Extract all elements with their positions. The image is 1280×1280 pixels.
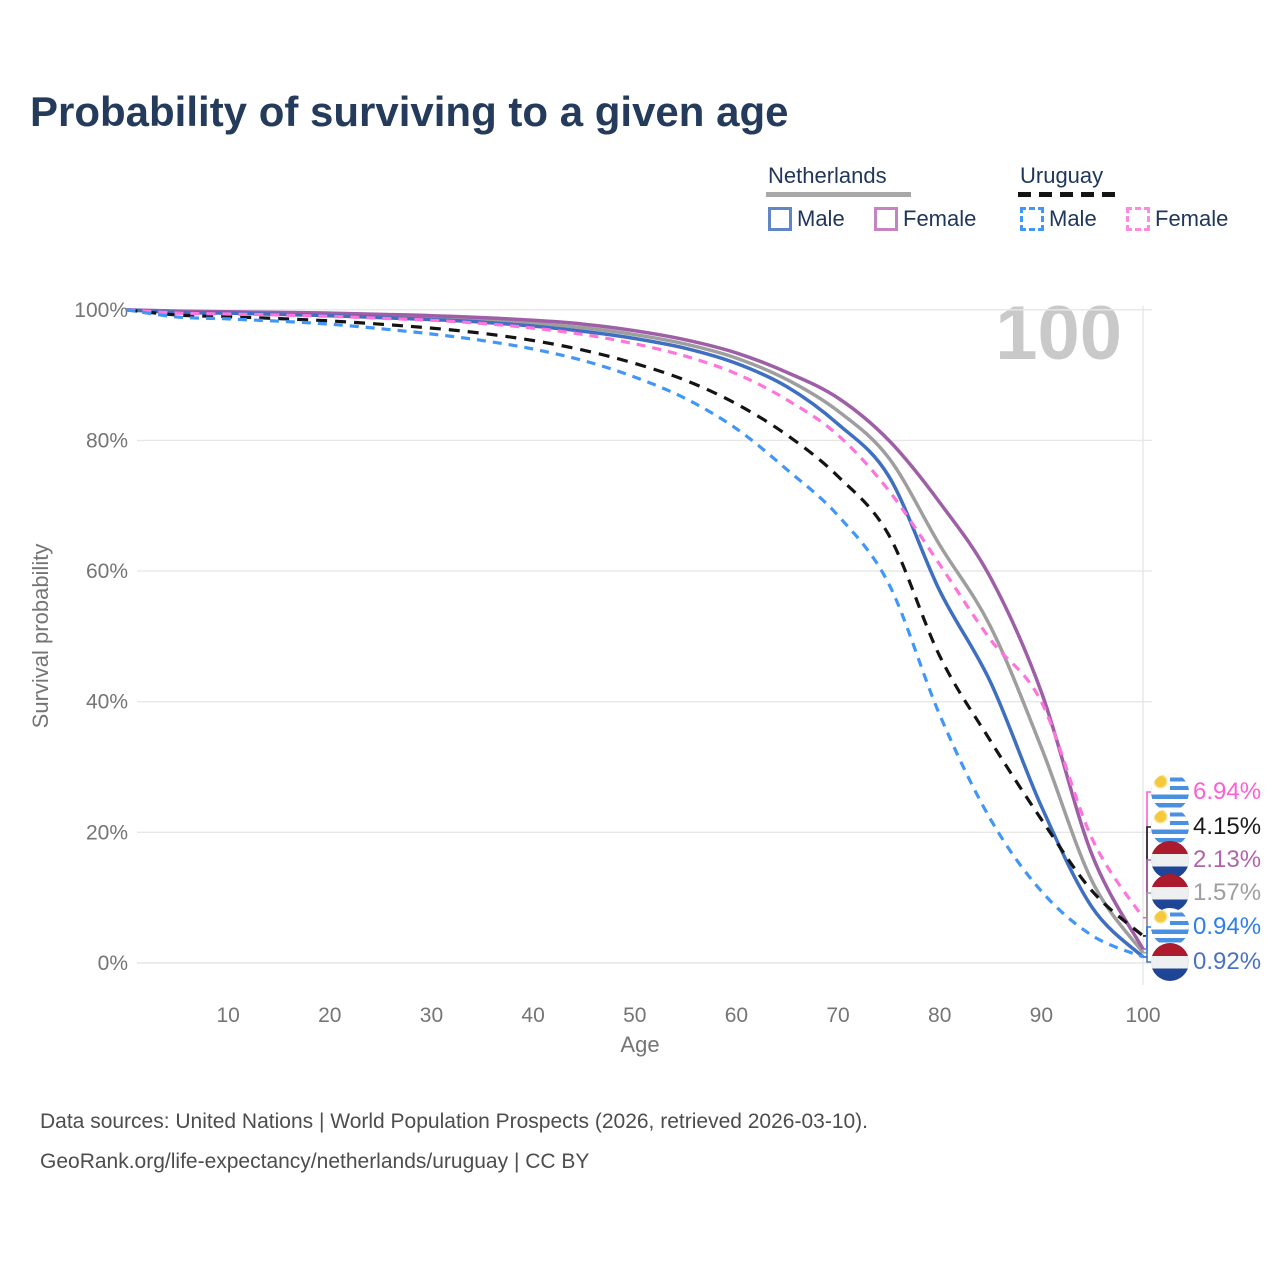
end-label-uruguay: 4.15% bbox=[1151, 808, 1261, 846]
legend-item-netherlands-male[interactable]: Male bbox=[768, 206, 845, 232]
end-label-value: 0.94% bbox=[1193, 913, 1262, 940]
x-tick-label: 60 bbox=[725, 1004, 748, 1027]
end-label-value: 4.15% bbox=[1193, 813, 1262, 840]
end-label-connector bbox=[1143, 892, 1151, 954]
netherlands-female-checkbox-icon[interactable] bbox=[874, 207, 898, 231]
x-tick-label: 90 bbox=[1030, 1004, 1053, 1027]
x-tick-label: 20 bbox=[318, 1004, 341, 1027]
data-source-line: Data sources: United Nations | World Pop… bbox=[40, 1110, 869, 1133]
x-tick-label: 50 bbox=[623, 1004, 646, 1027]
netherlands-flag-icon bbox=[1151, 943, 1189, 981]
x-tick-label: 80 bbox=[928, 1004, 951, 1027]
x-tick-label: 70 bbox=[826, 1004, 849, 1027]
y-tick-label: 100% bbox=[74, 299, 128, 322]
y-tick-label: 80% bbox=[86, 429, 128, 452]
legend-label: Female bbox=[903, 206, 977, 231]
uruguay-female-checkbox-icon[interactable] bbox=[1126, 207, 1150, 231]
legend-item-uruguay-male[interactable]: Male bbox=[1020, 206, 1097, 232]
legend-label: Male bbox=[797, 206, 845, 231]
x-axis-title: Age bbox=[620, 1032, 659, 1057]
netherlands-line-swatch bbox=[766, 192, 911, 197]
uruguay-line-swatch bbox=[1018, 192, 1120, 197]
y-axis-title: Survival probability bbox=[28, 544, 53, 729]
page-title: Probability of surviving to a given age bbox=[30, 88, 789, 135]
legend-group-uruguay: Uruguay bbox=[1020, 163, 1104, 188]
x-tick-label: 40 bbox=[521, 1004, 544, 1027]
y-tick-label: 20% bbox=[86, 821, 128, 844]
line-uruguay-male bbox=[126, 308, 1144, 959]
y-tick-label: 0% bbox=[98, 952, 128, 975]
end-label-netherlands-female: 2.13% bbox=[1151, 841, 1261, 879]
end-label-netherlands: 1.57% bbox=[1151, 874, 1261, 912]
legend-item-netherlands-female[interactable]: Female bbox=[874, 206, 976, 232]
line-netherlands bbox=[126, 308, 1145, 954]
line-uruguay bbox=[126, 308, 1145, 938]
uruguay-flag-icon bbox=[1151, 908, 1189, 946]
end-label-connector bbox=[1143, 956, 1151, 963]
x-tick-label: 10 bbox=[216, 1004, 239, 1027]
netherlands-male-checkbox-icon[interactable] bbox=[768, 207, 792, 231]
netherlands-flag-icon bbox=[1151, 874, 1189, 912]
legend-label: Male bbox=[1049, 206, 1097, 231]
end-label-uruguay-female: 6.94% bbox=[1151, 773, 1261, 811]
uruguay-male-checkbox-icon[interactable] bbox=[1020, 207, 1044, 231]
end-label-netherlands-male: 0.92% bbox=[1151, 943, 1261, 981]
line-netherlands-female bbox=[126, 308, 1145, 950]
line-uruguay-female bbox=[126, 308, 1145, 919]
end-label-value: 6.94% bbox=[1193, 778, 1262, 805]
attribution-line: GeoRank.org/life-expectancy/netherlands/… bbox=[40, 1150, 590, 1173]
end-label-value: 1.57% bbox=[1193, 879, 1262, 906]
end-label-value: 0.92% bbox=[1193, 948, 1262, 975]
end-label-value: 2.13% bbox=[1193, 846, 1262, 873]
hovered-age-watermark: 100 bbox=[995, 291, 1122, 376]
netherlands-flag-icon bbox=[1151, 841, 1189, 879]
x-tick-label: 100 bbox=[1125, 1004, 1160, 1027]
y-tick-label: 40% bbox=[86, 691, 128, 714]
uruguay-flag-icon bbox=[1151, 773, 1189, 811]
line-netherlands-male bbox=[126, 308, 1145, 959]
legend-item-uruguay-female[interactable]: Female bbox=[1126, 206, 1228, 232]
y-tick-label: 60% bbox=[86, 560, 128, 583]
legend-label: Female bbox=[1155, 206, 1229, 231]
end-label-uruguay-male: 0.94% bbox=[1151, 908, 1261, 946]
uruguay-flag-icon bbox=[1151, 808, 1189, 846]
x-tick-label: 30 bbox=[420, 1004, 443, 1027]
legend-group-netherlands: Netherlands bbox=[768, 163, 887, 188]
